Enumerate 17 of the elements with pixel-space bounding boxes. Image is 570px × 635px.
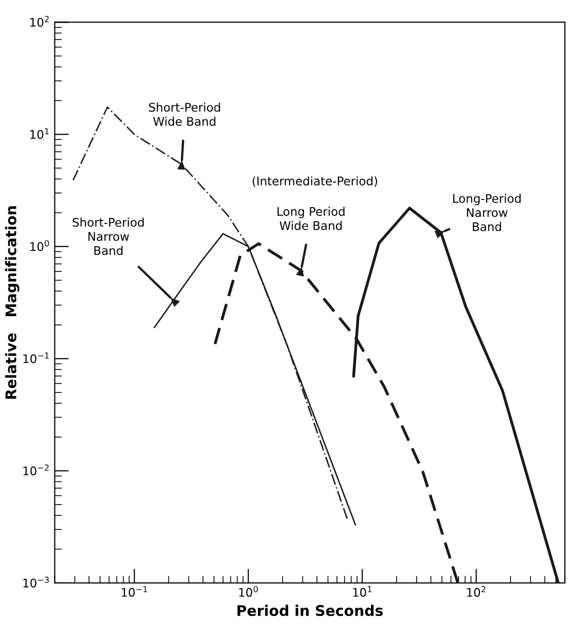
x-tick-label: 10$^{1}$ xyxy=(353,586,372,597)
y-tick-label: 10$^{−2}$ xyxy=(23,464,49,476)
annotation: Short-Period Narrow Band xyxy=(72,218,144,256)
y-tick-label: 10$^{−3}$ xyxy=(23,576,49,588)
annotation: Short-Period Wide Band xyxy=(149,102,220,126)
y-tick-label: 10$^{0}$ xyxy=(30,240,49,252)
y-axis-title: Relative Magnification xyxy=(5,206,20,399)
x-tick-label: 10$^{0}$ xyxy=(239,586,258,597)
annotation: Long-Period Narrow Band xyxy=(453,194,521,232)
x-tick-label: 10$^{2}$ xyxy=(467,586,486,597)
x-axis-title: Period in Seconds xyxy=(237,604,383,616)
x-tick-label: 10$^{−1}$ xyxy=(122,586,148,597)
y-tick-label: 10$^{2}$ xyxy=(30,16,49,27)
annotation: (Intermediate-Period) xyxy=(252,176,378,187)
y-tick-label: 10$^{1}$ xyxy=(30,128,49,139)
y-tick-label: 10$^{−1}$ xyxy=(23,352,49,364)
annotation: Long Period Wide Band xyxy=(278,206,344,230)
